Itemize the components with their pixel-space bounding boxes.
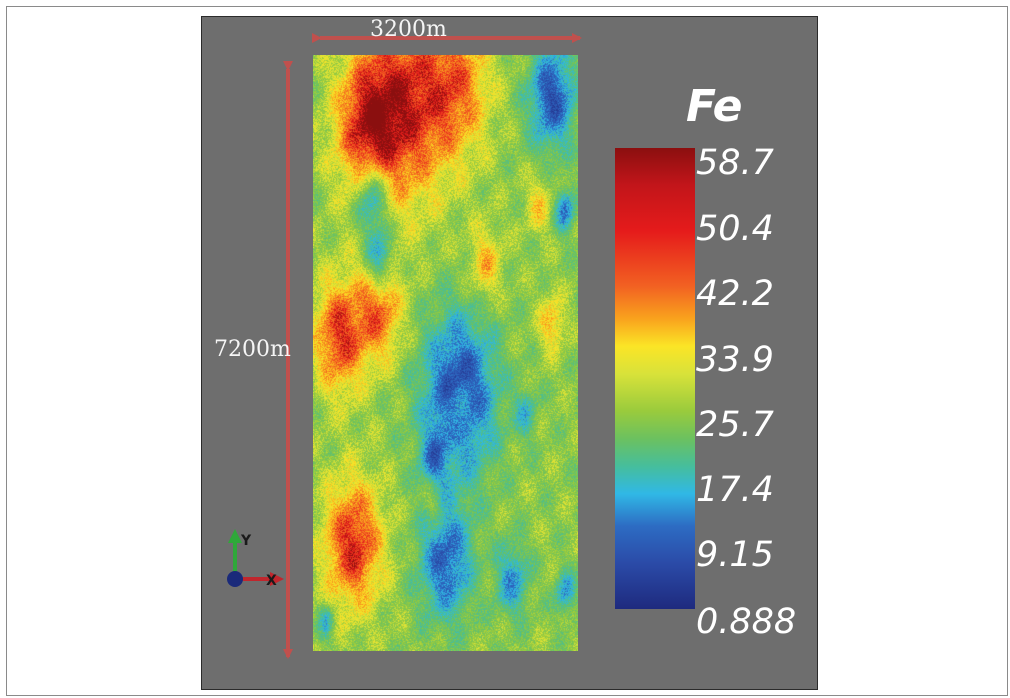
axes-triad-icon: Y X [227, 529, 284, 589]
fe-grade-map [313, 55, 578, 651]
tick-label: 33.9 [696, 340, 774, 380]
x-axis-label: X [266, 573, 277, 589]
tick-label: 9.15 [696, 535, 774, 575]
tick-label: 50.4 [696, 209, 774, 249]
dimension-arrows [283, 33, 582, 659]
tick-label: 58.7 [696, 143, 774, 183]
y-axis-label: Y [240, 533, 252, 549]
width-label: 3200m [370, 17, 447, 42]
tick-label: 25.7 [696, 405, 774, 445]
figure-frame [6, 6, 1008, 696]
tick-label: 0.888 [696, 602, 797, 642]
tick-label: 42.2 [696, 274, 774, 314]
tick-label: 17.4 [696, 470, 774, 510]
height-label: 7200m [214, 337, 291, 362]
legend-title: Fe [686, 81, 743, 132]
render-viewport: 3200m 7200m Fe 58.7 50.4 42.2 33.9 25.7 … [201, 16, 818, 690]
colorbar [615, 148, 695, 609]
